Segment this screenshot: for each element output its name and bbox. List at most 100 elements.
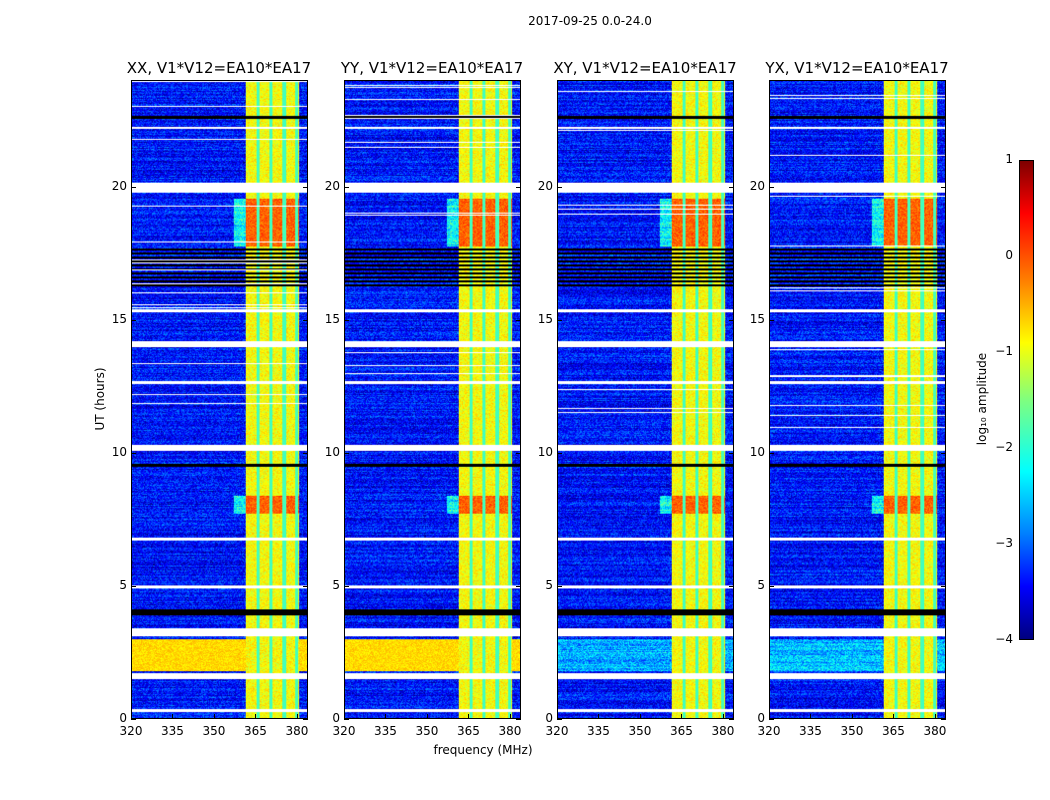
y-tick: [557, 719, 562, 720]
figure-title: 2017-09-25 0.0-24.0: [528, 14, 652, 28]
x-tick: [851, 714, 853, 719]
heatmap-image: [770, 81, 945, 718]
y-tick-label: 0: [332, 711, 340, 725]
panel-title: YX, V1*V12=EA10*EA17: [765, 59, 949, 77]
heatmap-image: [132, 81, 307, 718]
x-tick: [131, 714, 132, 719]
x-tick: [681, 714, 683, 719]
y-tick: [344, 319, 349, 321]
colorbar-tick-label: −4: [995, 632, 1013, 646]
colorbar-tick-label: 0: [1005, 248, 1013, 262]
x-tick: [172, 714, 174, 719]
y-tick-label: 15: [111, 311, 127, 326]
x-tick-label: 380: [285, 724, 309, 738]
y-tick: [729, 585, 734, 587]
x-tick: [810, 714, 812, 719]
panel-title: XX, V1*V12=EA10*EA17: [126, 59, 312, 77]
x-tick-label: 380: [923, 724, 947, 738]
y-tick: [557, 585, 562, 587]
colorbar-tick-label: −2: [995, 440, 1013, 454]
x-tick-label: 335: [161, 724, 184, 738]
y-tick: [303, 452, 308, 454]
x-axis-label: frequency (MHz): [433, 743, 533, 757]
x-tick: [213, 714, 215, 719]
heatmap-panel: [557, 80, 734, 719]
y-tick: [557, 186, 562, 188]
x-tick: [296, 714, 298, 719]
y-tick: [769, 719, 774, 720]
y-axis-label: UT (hours): [93, 367, 107, 431]
colorbar: [1019, 160, 1034, 640]
x-tick: [769, 714, 770, 719]
x-tick-label: 335: [587, 724, 610, 738]
y-tick: [769, 319, 774, 321]
y-tick: [303, 585, 308, 587]
y-tick: [131, 452, 136, 454]
y-tick-label: 15: [324, 311, 340, 326]
x-tick: [639, 714, 641, 719]
y-tick: [729, 319, 734, 321]
heatmap-image: [345, 81, 520, 718]
x-tick: [344, 714, 345, 719]
panel-title: XY, V1*V12=EA10*EA17: [553, 59, 737, 77]
x-tick-label: 350: [840, 724, 864, 738]
y-tick-label: 10: [537, 444, 553, 459]
x-tick-label: 350: [628, 724, 652, 738]
y-tick-label: 0: [757, 711, 765, 725]
y-tick-label: 5: [545, 577, 553, 592]
x-tick-label: 365: [244, 724, 267, 738]
y-tick: [729, 719, 734, 720]
y-tick-label: 15: [749, 311, 765, 326]
y-tick: [941, 452, 946, 454]
x-tick-label: 320: [332, 724, 356, 738]
y-tick: [303, 319, 308, 321]
x-tick-label: 320: [757, 724, 781, 738]
y-tick: [131, 186, 136, 188]
x-tick: [468, 714, 470, 719]
x-tick-label: 350: [202, 724, 226, 738]
y-tick-label: 20: [324, 178, 340, 193]
colorbar-tick-label: −1: [995, 344, 1013, 358]
y-tick-label: 10: [324, 444, 340, 459]
x-tick: [385, 714, 387, 719]
y-tick-label: 10: [111, 444, 127, 459]
x-tick-label: 335: [374, 724, 397, 738]
x-tick-label: 365: [670, 724, 693, 738]
x-tick: [722, 714, 724, 719]
x-tick-label: 320: [545, 724, 569, 738]
y-tick: [769, 452, 774, 454]
y-tick: [131, 319, 136, 321]
y-tick: [516, 719, 521, 720]
y-tick-label: 20: [749, 178, 765, 193]
y-tick: [516, 319, 521, 321]
y-tick: [344, 719, 349, 720]
y-tick-label: 20: [537, 178, 553, 193]
x-tick-label: 365: [882, 724, 905, 738]
x-tick: [509, 714, 511, 719]
y-tick: [131, 719, 136, 720]
x-tick: [598, 714, 600, 719]
x-tick-label: 380: [711, 724, 735, 738]
colorbar-tick-label: 1: [1005, 152, 1013, 166]
y-tick-label: 15: [537, 311, 553, 326]
x-tick-label: 365: [457, 724, 480, 738]
y-tick: [941, 585, 946, 587]
y-tick: [557, 319, 562, 321]
x-tick-label: 335: [799, 724, 822, 738]
x-tick-label: 320: [119, 724, 143, 738]
y-tick-label: 20: [111, 178, 127, 193]
x-tick: [426, 714, 428, 719]
y-tick: [303, 186, 308, 188]
y-tick-label: 0: [545, 711, 553, 725]
y-tick: [941, 719, 946, 720]
y-tick-label: 5: [757, 577, 765, 592]
y-tick: [729, 186, 734, 188]
colorbar-tick-label: −3: [995, 536, 1013, 550]
y-tick: [769, 585, 774, 587]
heatmap-panel: [344, 80, 521, 719]
x-tick: [934, 714, 936, 719]
y-tick-label: 5: [119, 577, 127, 592]
x-tick: [557, 714, 558, 719]
x-tick: [893, 714, 895, 719]
